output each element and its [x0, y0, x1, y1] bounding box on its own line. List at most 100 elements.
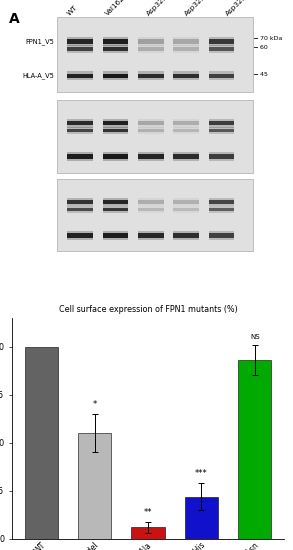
Bar	[138, 47, 163, 51]
Bar	[67, 72, 93, 80]
Text: ***: ***	[195, 469, 208, 478]
Bar	[173, 47, 199, 51]
Bar	[173, 121, 199, 125]
Bar	[173, 129, 199, 133]
Bar	[67, 231, 93, 240]
Bar	[103, 72, 128, 80]
Bar	[185, 497, 218, 539]
Bar	[173, 74, 199, 78]
Bar	[103, 198, 128, 206]
Bar	[173, 37, 199, 46]
Text: 60: 60	[258, 45, 268, 50]
Bar	[103, 121, 128, 125]
Text: Val162del: Val162del	[104, 0, 134, 16]
Bar	[103, 155, 128, 159]
Bar	[173, 231, 199, 240]
Text: 45: 45	[258, 72, 268, 77]
Text: *: *	[92, 400, 97, 409]
Bar	[78, 433, 111, 539]
Bar	[67, 233, 93, 238]
Text: Asp325Asn: Asp325Asn	[224, 0, 257, 16]
Bar	[103, 37, 128, 46]
Bar	[209, 39, 234, 43]
Bar	[209, 127, 234, 134]
Bar	[67, 206, 93, 213]
Bar	[138, 231, 163, 240]
Bar	[209, 207, 234, 211]
Bar	[103, 129, 128, 133]
Bar	[173, 152, 199, 161]
Bar	[209, 200, 234, 204]
Bar	[67, 127, 93, 134]
Bar	[25, 346, 58, 539]
Bar	[138, 39, 163, 43]
Bar	[67, 200, 93, 204]
Text: Asp325His: Asp325His	[183, 0, 215, 16]
Bar	[138, 119, 163, 128]
Bar	[138, 152, 163, 161]
Bar	[67, 152, 93, 161]
Bar	[209, 74, 234, 78]
Bar	[209, 119, 234, 128]
Bar	[67, 155, 93, 159]
Bar	[103, 200, 128, 204]
Bar	[209, 37, 234, 46]
Bar	[138, 37, 163, 46]
Bar	[67, 37, 93, 46]
Bar	[209, 129, 234, 133]
Bar	[209, 152, 234, 161]
Bar	[103, 45, 128, 53]
Bar	[209, 121, 234, 125]
Bar	[103, 47, 128, 51]
Bar	[173, 207, 199, 211]
Bar	[209, 198, 234, 206]
Bar	[138, 233, 163, 238]
Bar	[57, 179, 253, 251]
Bar	[103, 207, 128, 211]
Text: Asp325Ala: Asp325Ala	[145, 0, 177, 16]
Title: Cell surface expression of FPN1 mutants (%): Cell surface expression of FPN1 mutants …	[59, 305, 237, 314]
Bar	[173, 119, 199, 128]
Text: 70 kDa: 70 kDa	[258, 36, 282, 41]
Bar	[173, 233, 199, 238]
Bar	[103, 233, 128, 238]
Bar	[67, 121, 93, 125]
Bar	[138, 127, 163, 134]
Bar	[238, 360, 271, 539]
Text: FPN1_V5: FPN1_V5	[25, 38, 54, 45]
Bar	[138, 207, 163, 211]
Bar	[67, 74, 93, 78]
Bar	[103, 74, 128, 78]
Bar	[103, 39, 128, 43]
Bar	[138, 155, 163, 159]
Bar	[103, 152, 128, 161]
Bar	[173, 39, 199, 43]
Bar	[173, 198, 199, 206]
Bar	[67, 45, 93, 53]
Bar	[173, 155, 199, 159]
Bar	[103, 127, 128, 134]
Bar	[67, 198, 93, 206]
Bar	[103, 206, 128, 213]
Bar	[57, 100, 253, 173]
Bar	[67, 119, 93, 128]
Bar	[138, 200, 163, 204]
Bar	[67, 47, 93, 51]
Bar	[138, 198, 163, 206]
Bar	[209, 72, 234, 80]
Bar	[138, 74, 163, 78]
Text: NS: NS	[250, 334, 260, 340]
Bar	[103, 231, 128, 240]
Bar	[131, 527, 165, 539]
Bar	[138, 129, 163, 133]
Text: A: A	[9, 12, 20, 26]
Bar	[173, 200, 199, 204]
Text: HLA-A_V5: HLA-A_V5	[22, 73, 54, 79]
Bar	[173, 206, 199, 213]
Bar	[103, 119, 128, 128]
Bar	[173, 45, 199, 53]
Text: **: **	[144, 508, 152, 517]
Bar	[209, 47, 234, 51]
Bar	[67, 39, 93, 43]
Bar	[138, 72, 163, 80]
